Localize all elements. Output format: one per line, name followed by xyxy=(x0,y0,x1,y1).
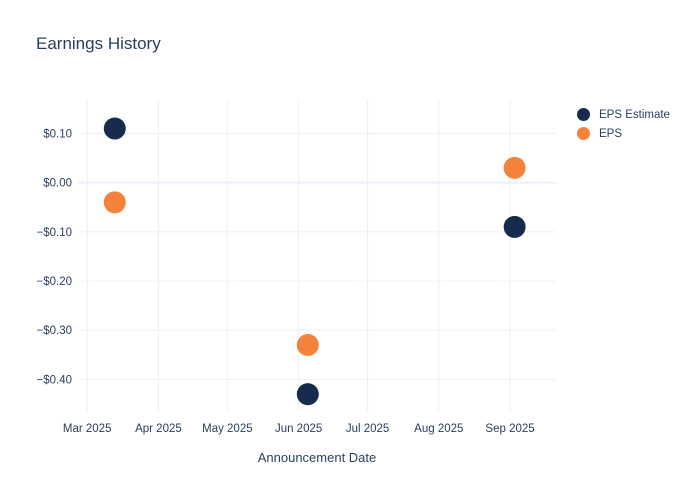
y-tick-label: $0.00 xyxy=(43,178,72,190)
y-tick-label: −$0.10 xyxy=(37,227,73,239)
legend-item-eps-estimate[interactable]: EPS Estimate xyxy=(577,105,670,124)
y-tick-label: $0.10 xyxy=(43,128,72,140)
x-tick-label: Apr 2025 xyxy=(135,423,182,435)
legend: EPS Estimate EPS xyxy=(577,105,670,143)
x-tick-label: Sep 2025 xyxy=(485,423,534,435)
x-tick-label: Jun 2025 xyxy=(275,423,322,435)
data-point-eps-estimate[interactable] xyxy=(296,383,319,406)
legend-label-eps-estimate: EPS Estimate xyxy=(599,108,670,121)
legend-item-eps[interactable]: EPS xyxy=(577,124,670,143)
x-tick-label: Aug 2025 xyxy=(414,423,463,435)
data-point-eps-estimate[interactable] xyxy=(503,215,526,238)
x-tick-label: Jul 2025 xyxy=(346,423,389,435)
x-tick-label: Mar 2025 xyxy=(63,423,112,435)
y-tick-label: −$0.30 xyxy=(37,325,73,337)
x-axis-title: Announcement Date xyxy=(258,450,377,465)
y-tick-label: −$0.40 xyxy=(37,374,73,386)
data-point-eps-estimate[interactable] xyxy=(103,117,126,140)
x-tick-label: May 2025 xyxy=(202,423,253,435)
legend-marker-eps-estimate-icon xyxy=(577,108,590,121)
chart-title: Earnings History xyxy=(36,34,161,53)
data-point-eps[interactable] xyxy=(503,156,526,179)
legend-label-eps: EPS xyxy=(599,127,623,140)
legend-marker-eps-icon xyxy=(577,127,590,140)
data-point-eps[interactable] xyxy=(103,191,126,214)
y-tick-label: −$0.20 xyxy=(37,276,73,288)
data-point-eps[interactable] xyxy=(296,333,319,356)
